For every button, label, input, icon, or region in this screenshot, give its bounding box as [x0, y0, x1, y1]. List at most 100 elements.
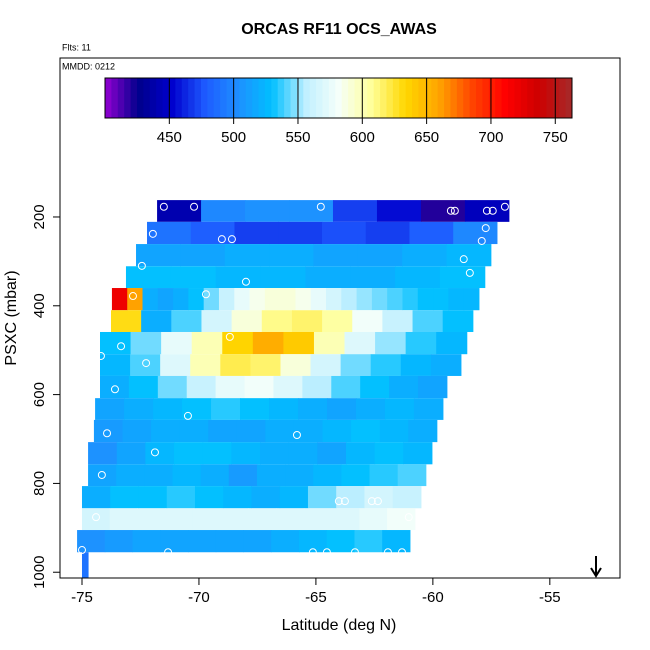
cell [340, 354, 372, 376]
sample-marker [446, 206, 455, 215]
cell [273, 375, 303, 399]
cell [392, 486, 422, 509]
cell [453, 221, 498, 245]
cell [293, 419, 324, 443]
cell [190, 221, 236, 245]
colorbar-swatch [136, 78, 144, 118]
cell [116, 464, 145, 487]
cell [215, 530, 245, 553]
colorbar-swatch [437, 78, 445, 118]
x-tick-label: -60 [422, 589, 444, 606]
cell [252, 331, 284, 355]
colorbar-swatch [252, 78, 260, 118]
cell [402, 288, 419, 311]
colorbar-swatch [488, 78, 496, 118]
sample-marker [292, 431, 301, 440]
sample-marker [190, 202, 199, 211]
colorbar-swatch [552, 78, 560, 118]
cell [417, 288, 434, 311]
colorbar-swatch [264, 78, 272, 118]
colorbar-swatch [277, 78, 285, 118]
cell [215, 375, 246, 399]
cell [136, 244, 181, 267]
cell [442, 310, 474, 332]
cell [313, 464, 342, 487]
y-tick-label: 200 [31, 204, 48, 229]
sample-marker [350, 548, 359, 557]
cell [124, 398, 154, 420]
cell [464, 200, 510, 222]
y-tick-label: 600 [31, 382, 48, 407]
colorbar-swatch [271, 78, 279, 118]
colorbar-swatch [354, 78, 362, 118]
cell [186, 375, 217, 399]
colorbar-swatch [111, 78, 119, 118]
cell [395, 266, 441, 289]
sample-marker [183, 411, 192, 420]
sample-marker [482, 206, 491, 215]
colorbar-swatch [456, 78, 464, 118]
cell [100, 331, 132, 355]
cell [137, 508, 166, 531]
cell [218, 288, 235, 311]
colorbar-swatch [117, 78, 125, 118]
cell [200, 464, 230, 487]
colorbar-tick-label: 550 [285, 129, 310, 146]
colorbar-swatch [168, 78, 176, 118]
colorbar-swatch [149, 78, 157, 118]
cell [387, 288, 403, 311]
cell [81, 508, 111, 531]
sample-marker [459, 255, 468, 264]
colorbar-swatch [399, 78, 407, 118]
cell [283, 331, 315, 355]
cell [220, 508, 249, 531]
cell [310, 288, 327, 311]
sample-marker [227, 235, 236, 244]
sample-marker [397, 548, 406, 557]
cell [264, 288, 281, 311]
cell [276, 508, 305, 531]
cell [433, 288, 449, 311]
cell [231, 310, 263, 332]
cell [341, 464, 371, 487]
cell [331, 508, 360, 531]
cell [222, 331, 254, 355]
colorbar-swatch [495, 78, 503, 118]
cell [130, 331, 162, 355]
cell [157, 288, 174, 311]
cell [171, 310, 202, 332]
cell [400, 354, 432, 376]
cell [144, 464, 174, 487]
colorbar-swatch [540, 78, 547, 118]
sample-marker [450, 206, 459, 215]
colorbar-swatch [316, 78, 324, 118]
colorbar-swatch [392, 78, 400, 118]
colorbar-swatch [527, 78, 535, 118]
colorbar-swatch [181, 78, 189, 118]
plot-area [77, 200, 510, 578]
cell [420, 200, 466, 222]
cell [244, 375, 274, 399]
cell [280, 354, 312, 376]
cell [231, 442, 261, 465]
cell [317, 442, 347, 465]
colorbar-swatch [405, 78, 413, 118]
colorbar-tick-label: 450 [157, 129, 182, 146]
cell [313, 244, 359, 267]
colorbar-swatch [245, 78, 253, 118]
annotation: MMDD: 0212 [62, 61, 115, 71]
cell [190, 354, 221, 376]
y-axis-label: PSXC (mbar) [3, 270, 20, 365]
sample-marker [481, 224, 490, 233]
cell [243, 530, 272, 553]
cell [110, 486, 139, 509]
cell [288, 442, 318, 465]
cell [417, 375, 448, 399]
cell [260, 442, 290, 465]
sample-marker [308, 548, 317, 557]
cell [174, 442, 204, 465]
cell [166, 486, 196, 509]
cell [436, 331, 468, 355]
cell [439, 266, 486, 289]
sample-marker [334, 497, 343, 506]
